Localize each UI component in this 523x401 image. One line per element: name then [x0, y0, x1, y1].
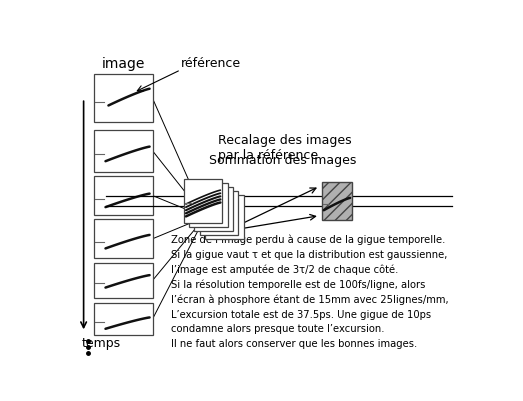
Text: temps: temps [82, 337, 121, 350]
Bar [94, 74, 153, 122]
Bar [94, 263, 153, 298]
Bar [94, 219, 153, 258]
Bar [205, 194, 244, 239]
Bar [94, 130, 153, 172]
Text: référence: référence [181, 57, 241, 70]
Bar [322, 182, 352, 220]
Bar [200, 190, 238, 235]
Bar [195, 186, 233, 231]
Bar [94, 176, 153, 215]
Bar [94, 303, 153, 335]
Text: Sommation des images: Sommation des images [209, 154, 356, 167]
Text: image: image [101, 57, 145, 71]
Text: Recalage des images
par la référence: Recalage des images par la référence [219, 134, 352, 162]
Bar [184, 178, 222, 223]
Bar [189, 182, 228, 227]
Text: Zone de l’image perdu à cause de la gigue temporelle.
Si la gigue vaut τ et que : Zone de l’image perdu à cause de la gigu… [170, 235, 448, 348]
